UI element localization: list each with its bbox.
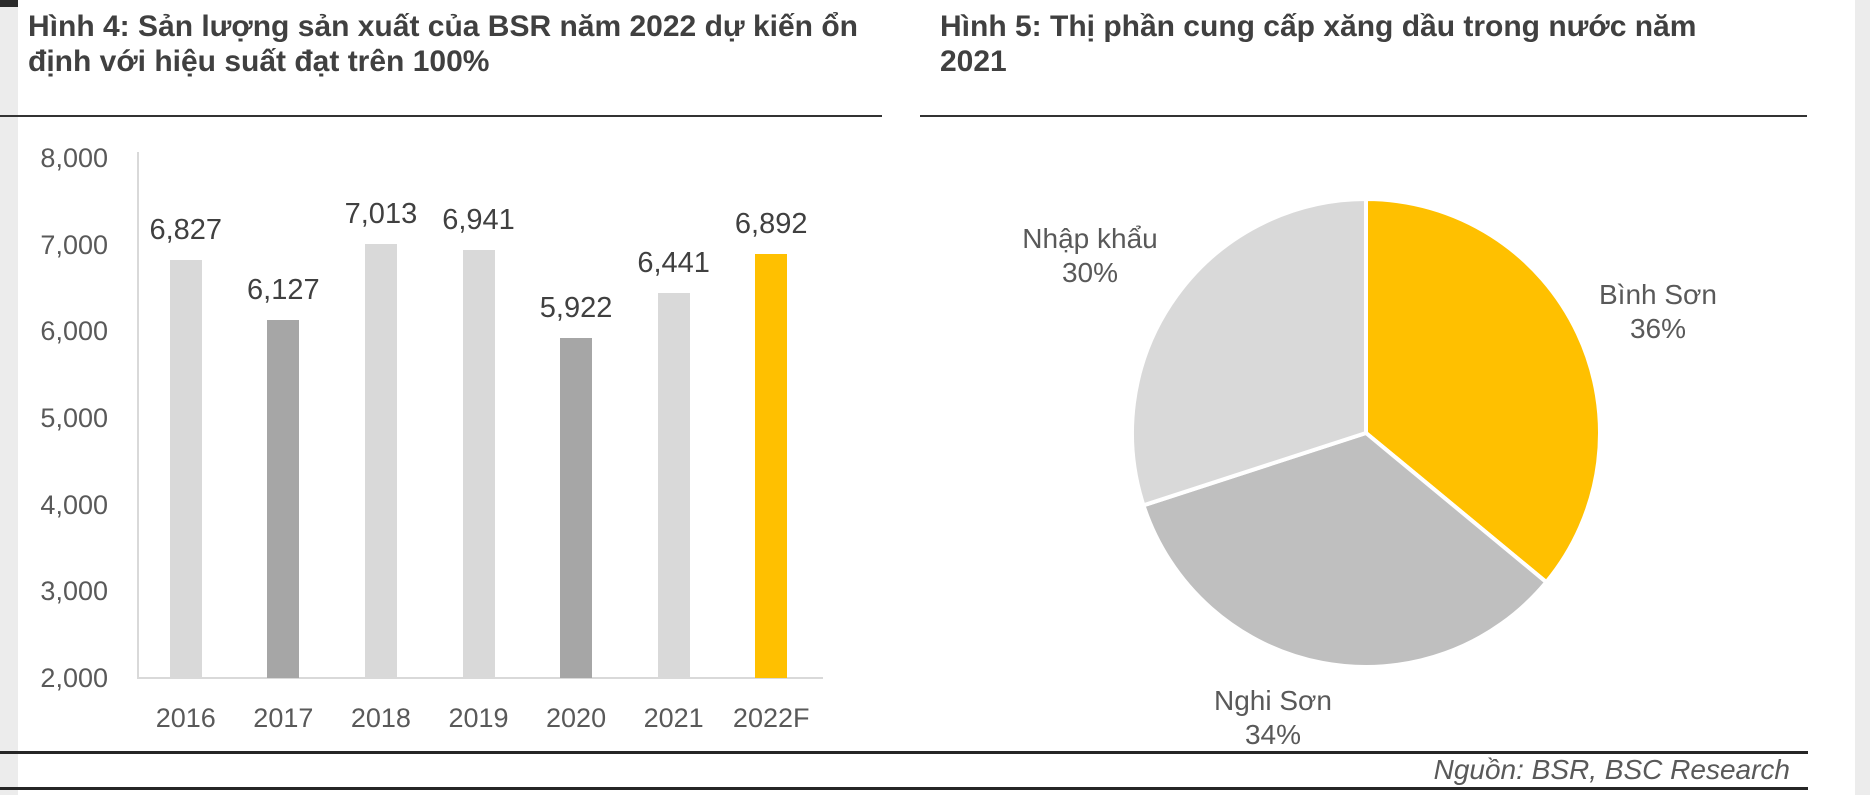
bar-value-label: 7,013: [344, 197, 418, 230]
figure4-title-line1: Hình 4: Sản lượng sản xuất của BSR năm 2…: [28, 10, 858, 43]
bar-value-label: 6,441: [637, 247, 710, 280]
figure5-title: Hình 5: Thị phần cung cấp xăng dầu trong…: [940, 9, 1696, 79]
pie-label-nghi-son-pct: 34%: [1244, 719, 1302, 750]
bar-value-label: 6,127: [247, 274, 320, 307]
bar-2021: [657, 293, 690, 678]
y-axis-tick-label: 2,000: [40, 663, 108, 693]
x-axis-label-2021: 2021: [643, 703, 704, 733]
page-right-margin-strip: [1855, 0, 1870, 795]
pie-chart: [1130, 197, 1602, 669]
x-axis-label-2019: 2019: [448, 703, 509, 733]
page-corner-mark: [0, 0, 18, 7]
x-axis-line: [137, 677, 823, 679]
bar-value-label: 5,922: [539, 292, 613, 325]
figure5-title-line2: 2021: [940, 45, 1007, 78]
x-axis-label-2018: 2018: [350, 703, 411, 733]
y-axis-tick-label: 3,000: [40, 576, 108, 607]
pie-label-nghi-son-name: Nghi Sơn: [1214, 685, 1332, 716]
bar-2018: [364, 243, 397, 678]
y-axis-tick-label: 7,000: [40, 229, 108, 260]
footer-rule-bottom: [0, 787, 1808, 790]
pie-slice-nhập-khẩu: [1130, 197, 1368, 508]
bar-2016: [169, 259, 202, 678]
figure4-title-rule: [0, 115, 882, 117]
bar-2020: [560, 338, 593, 678]
pie-slice-bình-sơn: [1364, 197, 1602, 585]
x-axis-label-2020: 2020: [546, 703, 607, 733]
bar-2022F: [755, 254, 788, 678]
source-attribution: Nguồn: BSR, BSC Research: [1433, 754, 1790, 785]
page-left-margin-strip: [0, 0, 18, 795]
pie-label-nhap-khau-name: Nhập khẩu: [1022, 223, 1158, 254]
figure5-title-line1: Hình 5: Thị phần cung cấp xăng dầu trong…: [940, 10, 1697, 43]
figure4-title: Hình 4: Sản lượng sản xuất của BSR năm 2…: [28, 9, 858, 79]
x-axis-label-2016: 2016: [155, 703, 216, 733]
bar-chart: 8,000 7,000 6,000 5,000 4,000 3,000 2,000 6,827…: [0, 0, 920, 795]
pie-label-nghi-son: Nghi Sơn 34%: [1153, 684, 1393, 752]
y-axis-line: [137, 152, 139, 678]
pie-label-binh-son: Bình Sơn 36%: [1538, 278, 1778, 346]
x-axis-label-2022F: 2022F: [732, 703, 810, 733]
pie-label-binh-son-name: Bình Sơn: [1599, 279, 1717, 310]
y-axis-tick-label: 4,000: [40, 489, 108, 520]
figure4-title-line2: định với hiệu suất đạt trên 100%: [28, 45, 490, 78]
y-axis-tick-label: 5,000: [40, 403, 108, 433]
footer-rule-top: [0, 751, 1808, 754]
bar-value-label: 6,827: [149, 213, 223, 246]
pie-label-binh-son-pct: 36%: [1629, 313, 1687, 344]
pie-label-nhap-khau: Nhập khẩu 30%: [970, 222, 1210, 290]
figure5-title-rule: [920, 115, 1807, 117]
bar-value-label: 6,941: [442, 203, 515, 236]
bar-2017: [267, 320, 300, 678]
y-axis-tick-label: 8,000: [40, 143, 108, 173]
pie-slice-nghi-sơn: [1141, 431, 1549, 669]
y-axis-tick-label: 6,000: [40, 316, 108, 347]
pie-label-nhap-khau-pct: 30%: [1061, 257, 1119, 288]
bar-2019: [462, 249, 495, 678]
bar-value-label: 6,892: [734, 208, 808, 241]
x-axis-label-2017: 2017: [253, 703, 314, 733]
